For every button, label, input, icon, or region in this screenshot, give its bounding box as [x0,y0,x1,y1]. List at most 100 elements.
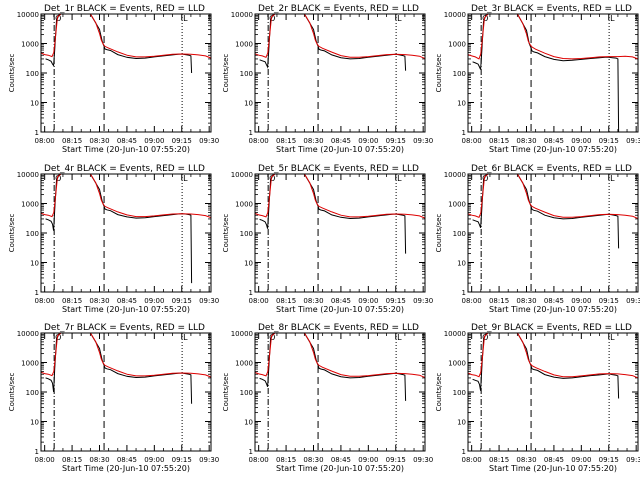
y-tick-label: 1 [35,289,39,297]
x-tick-label: 08:00 [462,456,482,464]
chart-title: Det_1r BLACK = Events, RED = LLD [44,4,205,14]
y-tick-label: 10000 [17,171,39,179]
chart-title: Det_6r BLACK = Events, RED = LLD [471,164,632,174]
chart-panel-9: Det_9r BLACK = Events, RED = LLD 1 10 100 10… [435,323,640,473]
y-tick-label: 1 [249,289,253,297]
x-tick-label: 08:15 [62,297,82,305]
x-tick-label: 08:30 [303,137,323,145]
x-tick-label: 08:45 [117,297,137,305]
y-tick-label: 1000 [21,360,39,368]
x-tick-label: 09:00 [358,137,378,145]
x-tick-label: 08:30 [303,456,323,464]
y-tick-label: 100 [26,70,39,78]
y-tick-label: 1 [462,289,466,297]
chart-title: Det_7r BLACK = Events, RED = LLD [44,323,205,333]
plot-frame [467,173,639,293]
marker-letter-o: O [269,174,275,183]
y-tick-label: 1000 [235,201,253,209]
x-tick-label: 09:15 [599,137,619,145]
plot-frame [40,332,212,452]
y-axis-label: Counts/sec [435,373,443,412]
chart-panel-2: Det_2r BLACK = Events, RED = LLD 1 10 100 10… [222,4,433,154]
plot-frame [254,332,426,452]
marker-letter-o: O [269,333,275,342]
y-tick-label: 1 [462,448,466,456]
x-tick-label: 08:00 [249,297,269,305]
x-tick-label: 08:45 [544,137,564,145]
x-tick-label: 08:45 [544,456,564,464]
x-tick-label: 08:45 [331,456,351,464]
plot-frame [467,13,639,133]
x-axis-label: Start Time (20-Jun-10 07:55:20) [276,305,404,314]
y-tick-label: 1000 [21,41,39,49]
marker-letter-l: L [183,174,188,183]
y-tick-label: 1000 [448,41,466,49]
y-axis-label: Counts/sec [8,54,16,93]
marker-letter-o: O [55,333,61,342]
marker-letter-l: L [397,14,402,23]
y-tick-label: 100 [240,230,253,238]
chart-title: Det_5r BLACK = Events, RED = LLD [258,164,419,174]
marker-letter-o: O [55,14,61,23]
series-events-line [259,174,407,254]
x-tick-label: 09:30 [413,456,433,464]
y-tick-label: 10 [244,419,253,427]
plot-frame [40,173,212,293]
x-tick-label: 08:45 [544,297,564,305]
series-events-line [45,174,193,284]
marker-letter-l: L [397,174,402,183]
x-tick-label: 08:15 [62,137,82,145]
y-tick-label: 10 [244,260,253,268]
y-axis-label: Counts/sec [222,214,230,253]
x-tick-label: 09:30 [199,137,219,145]
chart-panel-5: Det_5r BLACK = Events, RED = LLD 1 10 100 10… [222,164,433,314]
y-tick-label: 10 [457,419,466,427]
chart-panel-8: Det_8r BLACK = Events, RED = LLD 1 10 100 10… [222,323,433,473]
x-tick-label: 08:45 [117,456,137,464]
marker-letter-l: L [397,333,402,342]
x-tick-label: 09:15 [172,297,192,305]
plot-frame [254,13,426,133]
x-axis-label: Start Time (20-Jun-10 07:55:20) [62,305,190,314]
x-tick-label: 09:30 [199,297,219,305]
x-tick-label: 08:15 [489,137,509,145]
chart-panel-6: Det_6r BLACK = Events, RED = LLD 1 10 100 10… [435,164,640,314]
chart-panel-4: Det_4r BLACK = Events, RED = LLD 1 10 100 10… [8,164,219,314]
x-tick-label: 08:30 [89,456,109,464]
chart-title: Det_9r BLACK = Events, RED = LLD [471,323,632,333]
plot-frame [40,13,212,133]
x-tick-label: 09:00 [144,137,164,145]
x-axis-label: Start Time (20-Jun-10 07:55:20) [276,464,404,473]
marker-letter-o: O [55,174,61,183]
marker-letter-l: L [610,174,615,183]
marker-letter-l: L [610,14,615,23]
x-tick-label: 09:00 [571,137,591,145]
x-tick-label: 08:15 [489,456,509,464]
x-tick-label: 09:30 [199,456,219,464]
x-tick-label: 08:30 [89,137,109,145]
y-tick-label: 1 [249,448,253,456]
y-tick-label: 10000 [231,11,253,19]
series-lld-line [468,14,638,60]
chart-title: Det_4r BLACK = Events, RED = LLD [44,164,205,174]
chart-title: Det_2r BLACK = Events, RED = LLD [258,4,419,14]
x-tick-label: 09:30 [626,297,640,305]
y-tick-label: 10 [244,100,253,108]
x-tick-label: 09:00 [571,297,591,305]
x-tick-label: 08:00 [462,137,482,145]
series-lld-line [41,333,211,378]
series-events-line [259,14,407,71]
series-lld-line [255,14,425,59]
series-lld-line [255,174,425,219]
plot-frame [254,173,426,293]
y-tick-label: 1 [35,129,39,137]
y-axis-label: Counts/sec [435,54,443,93]
x-tick-label: 09:15 [386,297,406,305]
series-events-line [259,333,407,401]
x-tick-label: 09:00 [358,297,378,305]
y-tick-label: 10000 [444,171,466,179]
y-tick-label: 10000 [444,11,466,19]
y-tick-label: 10000 [231,330,253,338]
y-axis-label: Counts/sec [222,373,230,412]
series-lld-line [41,14,211,59]
